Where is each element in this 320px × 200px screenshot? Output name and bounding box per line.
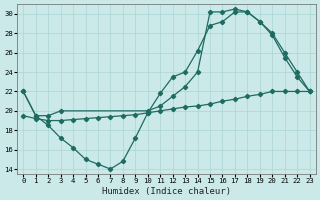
- X-axis label: Humidex (Indice chaleur): Humidex (Indice chaleur): [102, 187, 231, 196]
